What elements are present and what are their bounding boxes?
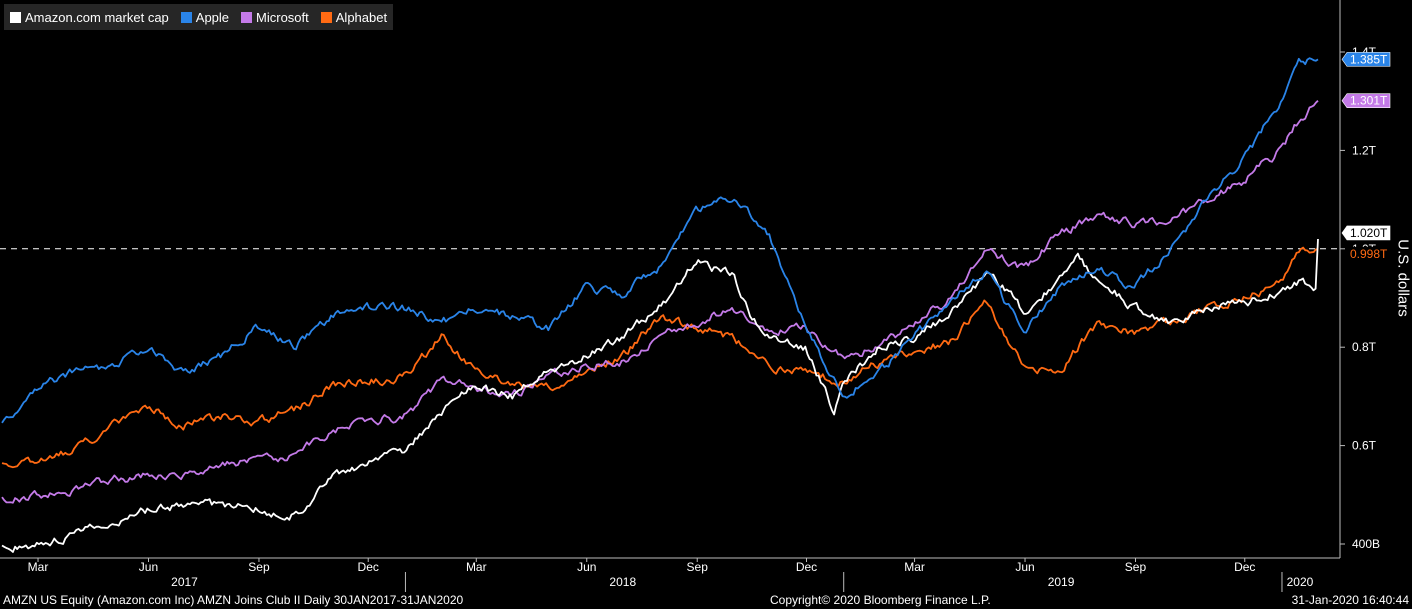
legend-swatch-alphabet xyxy=(320,11,332,23)
legend-label-amazon: Amazon.com market cap xyxy=(25,9,169,25)
last-value-label-1: 1.385T xyxy=(1350,52,1388,66)
last-value-tag-2 xyxy=(1341,93,1391,109)
x-tick-label-1: Jun xyxy=(139,560,158,574)
x-tick-label-4: Mar xyxy=(466,560,487,574)
footer-copyright: Copyright© 2020 Bloomberg Finance L.P. xyxy=(770,593,991,607)
series-line-1 xyxy=(1,57,1319,424)
x-tick-label-11: Dec xyxy=(1234,560,1255,574)
legend-label-microsoft: Microsoft xyxy=(256,9,309,25)
footer-security-description: AMZN US Equity (Amazon.com Inc) AMZN Joi… xyxy=(3,593,464,607)
legend: Amazon.com market cap Apple Microsoft Al… xyxy=(4,4,394,30)
x-tick-label-7: Dec xyxy=(796,560,817,574)
legend-swatch-microsoft xyxy=(241,11,253,23)
y-tick-label-4: 1.2T xyxy=(1352,143,1377,157)
legend-label-apple: Apple xyxy=(195,9,230,25)
legend-swatch-apple xyxy=(180,11,192,23)
series-line-2 xyxy=(1,100,1319,504)
legend-item-apple[interactable]: Apple xyxy=(180,9,230,25)
footer-timestamp: 31-Jan-2020 16:40:44 xyxy=(1291,593,1409,607)
legend-item-amazon[interactable]: Amazon.com market cap xyxy=(10,10,169,25)
x-tick-label-10: Sep xyxy=(1125,560,1147,574)
y-tick-label-2: 0.8T xyxy=(1352,340,1377,354)
x-tick-label-9: Jun xyxy=(1015,560,1034,574)
legend-item-alphabet[interactable]: Alphabet xyxy=(320,9,388,25)
y-axis-label: U.S. dollars xyxy=(1394,239,1412,317)
y-tick-label-1: 0.6T xyxy=(1352,439,1377,453)
year-label-0: 2017 xyxy=(171,575,198,589)
last-value-label-2: 1.301T xyxy=(1350,94,1388,108)
x-tick-label-0: Mar xyxy=(28,560,49,574)
year-label-3: 2020 xyxy=(1287,575,1314,589)
last-value-label-0: 1.020T xyxy=(1350,226,1388,240)
last-value-tag-1 xyxy=(1341,52,1391,67)
year-label-1: 2018 xyxy=(609,575,636,589)
x-tick-label-8: Mar xyxy=(904,560,925,574)
year-label-2: 2019 xyxy=(1048,575,1075,589)
footer: AMZN US Equity (Amazon.com Inc) AMZN Joi… xyxy=(0,592,1412,609)
legend-swatch-amazon xyxy=(10,11,21,23)
legend-label-alphabet: Alphabet xyxy=(335,9,388,25)
y-tick-label-0: 400B xyxy=(1352,537,1380,551)
x-tick-label-6: Sep xyxy=(687,560,709,574)
x-tick-label-3: Dec xyxy=(358,560,379,574)
series-line-0 xyxy=(1,238,1319,553)
x-tick-label-5: Jun xyxy=(577,560,596,574)
last-value-tag-3 xyxy=(1342,246,1390,261)
x-tick-label-2: Sep xyxy=(248,560,270,574)
legend-item-microsoft[interactable]: Microsoft xyxy=(241,10,309,25)
last-value-label-3: 0.998T xyxy=(1350,247,1388,261)
series-line-3 xyxy=(1,246,1319,469)
last-value-tag-0 xyxy=(1341,225,1391,241)
